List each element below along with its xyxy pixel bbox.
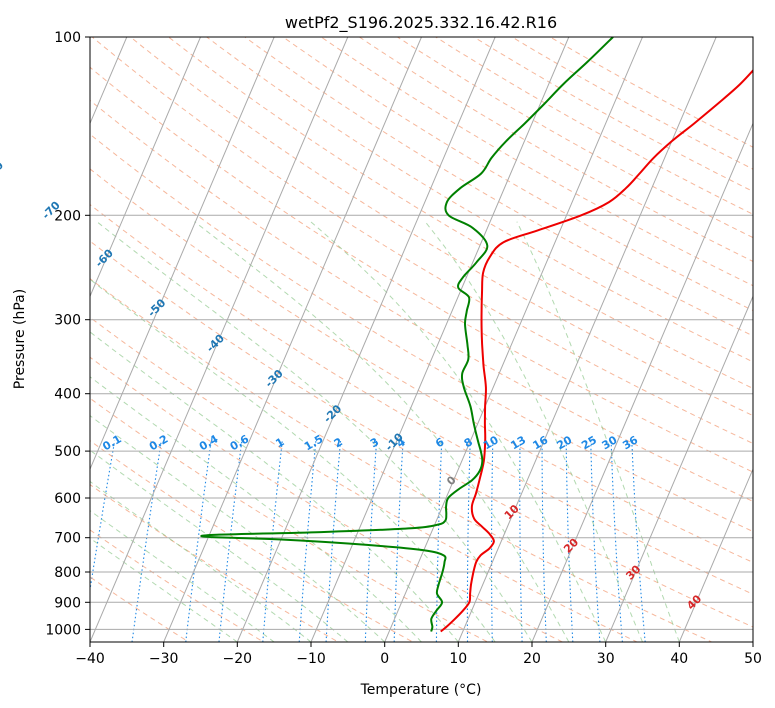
profile-series [200, 37, 753, 633]
dry-adiabat [320, 37, 753, 287]
mixing-ratio-line [90, 440, 116, 594]
dry-adiabat [90, 484, 340, 642]
plot-background [90, 37, 753, 642]
moist-adiabat [90, 415, 386, 642]
mixing-ratio-line [610, 440, 623, 642]
mixing-ratio-line [393, 440, 404, 642]
axes: −40 −30 −20 −10 0 10 20 30 40 50 100 200 300 400 500 60… [45, 30, 762, 667]
y-tick-label: 900 [54, 595, 81, 611]
plot-frame [89, 36, 754, 643]
y-tick-label: 1000 [45, 622, 81, 638]
moist-adiabat [90, 480, 312, 642]
moist-adiabat [516, 221, 680, 642]
chart-title: wetPf2_S196.2025.332.16.42.R16 [285, 13, 557, 33]
isotherm-line [90, 37, 275, 471]
y-tick-label: 100 [54, 30, 81, 46]
moist-adiabat [90, 509, 275, 642]
x-tick-label: 30 [597, 651, 615, 667]
y-tick-label: 400 [54, 387, 81, 403]
mixing-ratio-line [364, 440, 378, 642]
dry-adiabat [90, 240, 753, 628]
pressure-grid [90, 37, 753, 630]
isotherm-line [310, 37, 570, 642]
x-tick-label: −10 [296, 651, 326, 667]
x-tick-label: 10 [449, 651, 467, 667]
moist-adiabat [310, 221, 607, 642]
mixing-ratio-line [519, 440, 523, 642]
mixing-ratio-line [590, 440, 601, 642]
dry-adiabat [549, 37, 753, 148]
y-tick-label: 700 [54, 531, 81, 547]
x-tick-label: −20 [223, 651, 253, 667]
y-tick-label: 200 [54, 208, 81, 224]
dry-adiabat [90, 133, 753, 533]
isotherm-label: -80 [0, 159, 6, 182]
mixing-ratio-line [325, 440, 342, 642]
moist-adiabat [90, 376, 422, 642]
dry-adiabat [90, 66, 753, 473]
dry-adiabat [244, 37, 753, 337]
x-tick-label: 40 [670, 651, 688, 667]
isotherm-line [90, 37, 349, 642]
y-tick-label: 600 [54, 491, 81, 507]
mixing-ratio-line [565, 440, 574, 642]
moist-adiabat [194, 221, 570, 642]
y-axis-title: Pressure (hPa) [12, 289, 28, 389]
moist-adiabat [90, 331, 459, 642]
isotherm-line [384, 37, 643, 642]
moist-adiabat [90, 449, 349, 642]
x-tick-label: −30 [149, 651, 179, 667]
mixing-ratio-line [218, 440, 243, 642]
mixing-ratio-line [466, 440, 471, 642]
moist-adiabat [96, 221, 533, 642]
moist-adiabat [90, 537, 238, 642]
dry-adiabat [90, 529, 265, 642]
x-tick-label: 50 [744, 651, 762, 667]
mixing-ratio-line [131, 440, 162, 642]
dry-adiabat [90, 316, 639, 642]
temperature-profile-line [440, 69, 753, 633]
dry-adiabat [129, 37, 753, 417]
mixing-ratio-line [298, 440, 317, 642]
isotherm-line [163, 37, 422, 642]
moist-adiabat [424, 221, 643, 642]
mixing-ratio-line [185, 440, 212, 642]
dry-adiabat [205, 37, 753, 363]
dry-adiabat [472, 37, 753, 193]
y-tick-label: 800 [54, 565, 81, 581]
dry-adiabat [90, 99, 753, 502]
dry-adiabat [167, 37, 753, 389]
background-reference-lines [90, 37, 753, 642]
isotherm-line [531, 122, 753, 642]
dewpoint-profile-line [200, 37, 614, 632]
y-tick-label: 300 [54, 313, 81, 329]
dry-adiabat [90, 278, 713, 642]
isotherm-line [605, 295, 753, 642]
y-tick-label: 500 [54, 444, 81, 460]
x-tick-label: −40 [75, 651, 105, 667]
x-tick-label: 20 [523, 651, 541, 667]
x-tick-label: 0 [380, 651, 389, 667]
isotherm-line [236, 37, 496, 642]
isotherm-line [457, 37, 717, 642]
dry-adiabat [91, 37, 753, 445]
x-axis-title: Temperature (°C) [360, 682, 482, 698]
isotherm-line [678, 467, 753, 642]
isotherm-line [90, 37, 201, 298]
mixing-ratio-line [541, 440, 547, 642]
